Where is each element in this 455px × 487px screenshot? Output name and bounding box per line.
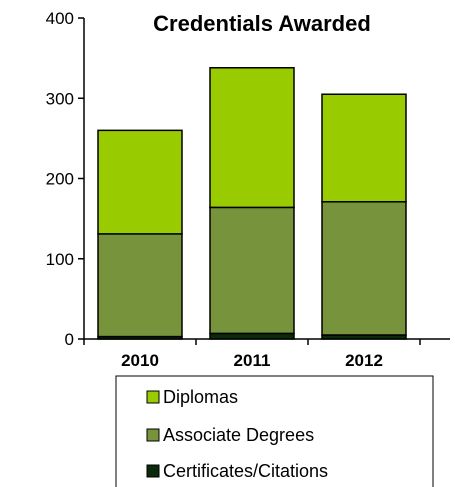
legend-label: Certificates/Citations (163, 461, 328, 481)
bar-2010-associate-degrees (97, 233, 183, 338)
bar-2012-diplomas (321, 93, 407, 203)
legend-swatch (146, 390, 160, 404)
x-category-label: 2010 (121, 351, 159, 370)
legend-swatch (146, 464, 160, 478)
chart-labels: 0 100 200 300 400 2010 2011 2012 (46, 9, 383, 370)
legend-label: Associate Degrees (163, 425, 314, 445)
x-category-label: 2012 (345, 351, 383, 370)
bar-2012-associate-degrees (321, 201, 407, 336)
chart-bars (97, 67, 407, 340)
chart-title: Credentials Awarded (153, 11, 371, 36)
bar-2011-certificates-citations (209, 332, 295, 340)
y-tick-label: 200 (46, 170, 74, 189)
bar-2011-associate-degrees (209, 206, 295, 335)
legend-label: Diplomas (163, 387, 238, 407)
chart-legend: Diplomas Associate Degrees Certificates/Ci… (115, 375, 434, 487)
y-tick-label: 400 (46, 9, 74, 28)
y-tick-label: 300 (46, 89, 74, 108)
y-tick-label: 100 (46, 250, 74, 269)
x-category-label: 2011 (234, 351, 271, 370)
bar-2010-diplomas (97, 129, 183, 235)
bar-2011-diplomas (209, 67, 295, 209)
y-tick-label: 0 (65, 330, 74, 349)
legend-box (115, 375, 434, 487)
legend-swatch (146, 428, 160, 442)
